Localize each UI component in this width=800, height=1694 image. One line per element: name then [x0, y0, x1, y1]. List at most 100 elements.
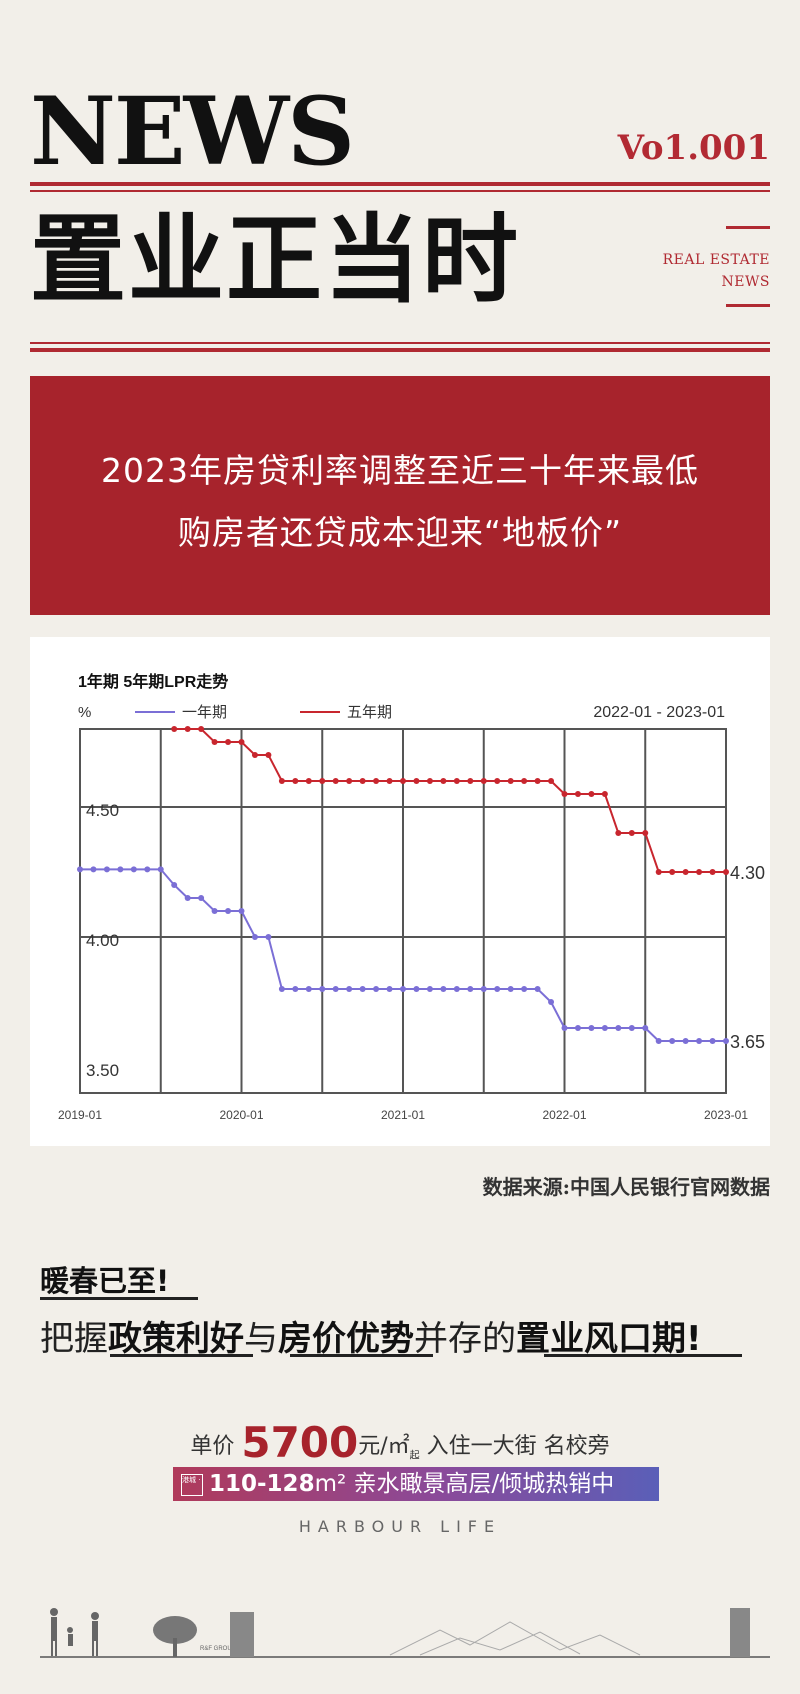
banner-line-2: 购房者还贷成本迎来“地板价” — [177, 513, 623, 552]
data-point-one-year — [682, 1038, 689, 1044]
tree-icon — [153, 1616, 197, 1657]
data-point-one-year — [574, 1025, 581, 1031]
data-point-five-year — [642, 830, 649, 836]
bar-area: 110-128 — [209, 1471, 315, 1497]
data-point-one-year — [211, 908, 218, 914]
y-tick-label: 4.00 — [86, 931, 119, 950]
data-point-five-year — [386, 778, 393, 784]
date-range-label: 2022-01 - 2023-01 — [593, 704, 725, 721]
data-point-five-year — [413, 778, 420, 784]
x-tick-label: 2020-01 — [219, 1108, 263, 1122]
group-logo-text: R&F GROUP — [200, 1646, 236, 1652]
data-point-five-year — [669, 869, 676, 875]
data-point-five-year — [440, 778, 447, 784]
y-tick-label: 3.50 — [86, 1061, 119, 1080]
side-rule-bottom — [726, 304, 770, 307]
data-point-one-year — [642, 1025, 649, 1031]
data-point-one-year — [386, 986, 393, 992]
promo-bar: 港城 · 壹號 110-128m² 亲水瞰景高层/倾城热销中 — [173, 1467, 659, 1501]
data-point-five-year — [426, 778, 433, 784]
top-rule-thin — [30, 190, 770, 192]
data-point-one-year — [278, 986, 285, 992]
data-point-one-year — [669, 1038, 676, 1044]
data-source-note: 数据来源:中国人民银行官网数据 — [482, 1175, 770, 1199]
policy-highlight-2: 房价优势 — [278, 1319, 414, 1359]
data-point-five-year — [453, 778, 460, 784]
headline-banner: 2023年房贷利率调整至近三十年来最低 购房者还贷成本迎来“地板价” — [30, 376, 770, 615]
legend-label-five-year: 五年期 — [347, 703, 392, 721]
mountains-icon — [389, 1621, 641, 1656]
data-point-five-year — [534, 778, 541, 784]
data-point-five-year — [615, 830, 622, 836]
price-suffix: 入住一大街 名校旁 — [426, 1434, 610, 1459]
data-point-five-year — [346, 778, 353, 784]
data-point-one-year — [426, 986, 433, 992]
lpr-chart: 1年期 5年期LPR走势 % 一年期 五年期 2022-01 - 2023-01… — [58, 672, 765, 1122]
data-point-five-year — [278, 778, 285, 784]
data-point-one-year — [184, 895, 191, 901]
building-icon-left — [230, 1612, 254, 1657]
policy-highlight-1: 政策利好 — [108, 1319, 244, 1359]
data-point-five-year — [601, 791, 608, 797]
headline: 置业正当时 — [30, 203, 520, 316]
data-point-one-year — [359, 986, 366, 992]
data-point-five-year — [359, 778, 366, 784]
data-point-five-year — [373, 778, 380, 784]
data-point-one-year — [709, 1038, 716, 1044]
policy-underline-1 — [110, 1354, 253, 1357]
data-point-one-year — [628, 1025, 635, 1031]
data-point-five-year — [292, 778, 299, 784]
data-point-one-year — [655, 1038, 662, 1044]
mid-rule-thin — [30, 342, 770, 344]
price-value: 5700 — [241, 1418, 359, 1467]
data-point-five-year — [211, 739, 218, 745]
policy-mid-2: 并存的 — [414, 1319, 516, 1359]
side-label-real-estate: REAL ESTATE — [662, 252, 770, 268]
y-unit-label: % — [78, 704, 91, 721]
data-point-one-year — [90, 866, 97, 873]
x-tick-label: 2023-01 — [704, 1108, 748, 1122]
data-point-one-year — [494, 986, 501, 992]
data-point-five-year — [494, 778, 501, 784]
data-point-five-year — [198, 726, 205, 732]
data-point-one-year — [480, 986, 487, 992]
data-point-five-year — [521, 778, 528, 784]
data-point-one-year — [601, 1025, 608, 1031]
data-point-five-year — [265, 752, 272, 758]
issue-number: Vo1.001 — [617, 128, 770, 168]
side-label-news: NEWS — [721, 274, 770, 290]
bar-unit: m² — [314, 1471, 347, 1497]
data-point-one-year — [400, 986, 406, 992]
data-point-one-year — [453, 986, 460, 992]
data-point-five-year — [184, 726, 191, 732]
data-point-one-year — [413, 986, 420, 992]
family-figures-icon — [50, 1608, 99, 1656]
data-point-five-year — [588, 791, 595, 797]
data-point-five-year — [548, 778, 555, 784]
policy-pre: 把握 — [40, 1319, 108, 1359]
data-point-one-year — [103, 866, 110, 873]
banner-line-1: 2023年房贷利率调整至近三十年来最低 — [101, 451, 699, 490]
data-point-one-year — [588, 1025, 595, 1031]
data-point-one-year — [305, 986, 312, 992]
data-point-one-year — [440, 986, 447, 992]
data-point-one-year — [319, 986, 326, 992]
policy-mid-1: 与 — [244, 1319, 278, 1359]
masthead-title: NEWS — [30, 77, 355, 187]
data-point-five-year — [225, 739, 232, 745]
data-point-five-year — [305, 778, 312, 784]
data-point-five-year — [171, 726, 178, 732]
building-icon-right — [730, 1608, 750, 1657]
data-point-one-year — [332, 986, 339, 992]
harbour-life-tagline: HARBOUR LIFE — [298, 1517, 502, 1536]
data-point-five-year — [655, 869, 662, 875]
series-line-five-year — [174, 728, 726, 873]
data-point-five-year — [238, 739, 245, 745]
data-point-one-year — [373, 986, 380, 992]
x-tick-label: 2022-01 — [542, 1108, 586, 1122]
legend-label-one-year: 一年期 — [182, 703, 227, 721]
data-point-five-year — [696, 869, 703, 875]
data-point-five-year — [574, 791, 581, 797]
data-point-one-year — [507, 986, 514, 992]
data-point-one-year — [171, 882, 178, 888]
